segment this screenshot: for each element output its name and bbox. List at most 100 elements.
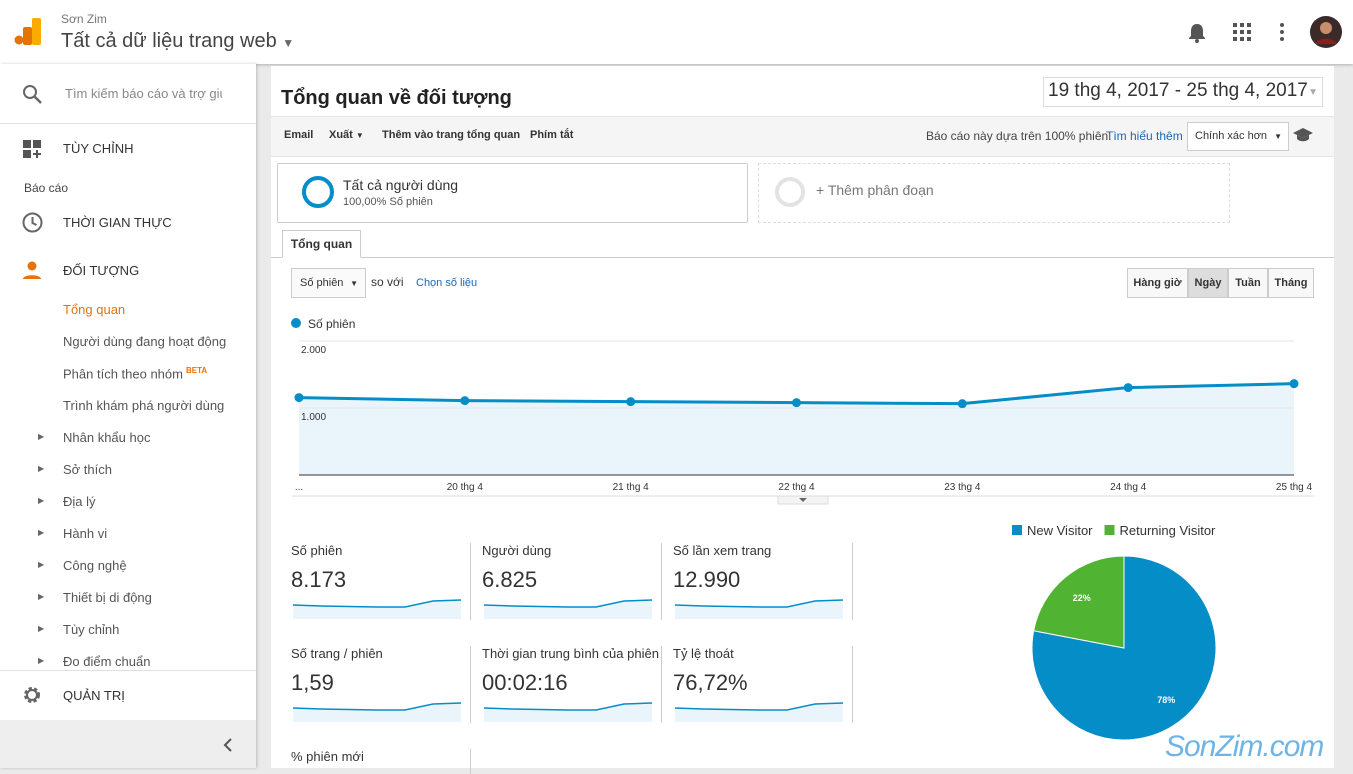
data-point[interactable] xyxy=(1289,379,1299,389)
expand-arrow: ▶ xyxy=(38,464,45,473)
divider xyxy=(0,123,256,124)
toolbar-shortcut[interactable]: Phím tắt xyxy=(530,129,574,141)
nav-item[interactable]: Đo điểm chuẩn xyxy=(63,654,150,669)
precision-select[interactable]: Chính xác hơn ▼ xyxy=(1187,122,1289,151)
logo xyxy=(14,18,41,45)
search-input[interactable]: Tìm kiếm báo cáo và trợ giúp xyxy=(65,86,222,101)
x-tick-label: 25 thg 4 xyxy=(1276,482,1313,493)
expand-arrow: ▶ xyxy=(38,592,45,601)
legend-swatch xyxy=(1012,525,1022,535)
compare-text: so với xyxy=(371,275,404,289)
collapse-bar[interactable] xyxy=(0,720,256,768)
nav-item[interactable]: Phân tích theo nhóm BETA xyxy=(63,366,207,381)
segment-box[interactable] xyxy=(277,163,748,223)
bell-icon[interactable] xyxy=(1187,22,1207,44)
gear-icon xyxy=(24,687,40,703)
nav-item[interactable]: Tổng quan xyxy=(63,302,125,317)
sparkline-area xyxy=(484,600,652,619)
avatar[interactable] xyxy=(1310,16,1342,48)
metric-label: % phiên mới xyxy=(291,749,364,764)
export-text: Xuất xyxy=(329,129,353,141)
apps-icon[interactable] xyxy=(1233,23,1251,41)
metric-value: 76,72% xyxy=(673,670,748,695)
granularity-button[interactable]: Ngày xyxy=(1188,268,1228,298)
more-icon[interactable] xyxy=(1279,23,1285,41)
y-tick-label: 2.000 xyxy=(301,345,326,356)
learn-more[interactable]: Tìm hiểu thêm xyxy=(1106,129,1183,143)
x-tick-label: 20 thg 4 xyxy=(447,482,484,493)
pie-chart: New Visitor Returning Visitor 78% 22% xyxy=(1012,523,1217,741)
toolbar-add-dashboard[interactable]: Thêm vào trang tổng quan xyxy=(382,129,521,141)
nav-item[interactable]: Địa lý xyxy=(63,494,96,509)
data-point[interactable] xyxy=(957,399,967,409)
x-tick-label: ... xyxy=(295,482,303,493)
segment-ring xyxy=(302,176,334,208)
granularity-button[interactable]: Tháng xyxy=(1268,268,1314,298)
metric-label: Tỷ lệ thoát xyxy=(673,646,734,661)
pie-slice[interactable] xyxy=(1033,555,1125,649)
sparkline-line xyxy=(484,702,653,711)
overview-tab[interactable]: Tổng quan xyxy=(282,230,361,258)
data-point[interactable] xyxy=(460,396,470,406)
data-point[interactable] xyxy=(1123,383,1133,393)
sparkline xyxy=(484,702,653,722)
account-name: Sơn Zim xyxy=(61,12,107,26)
cap-icon[interactable] xyxy=(1292,127,1314,143)
nav-item-text: Thiết bị di động xyxy=(63,590,152,605)
area-fill xyxy=(299,383,1294,475)
beta-badge: BETA xyxy=(185,366,208,375)
metric-label: Số trang / phiên xyxy=(291,646,383,661)
nav-item-text: Phân tích theo nhóm xyxy=(63,366,183,382)
data-point[interactable] xyxy=(626,397,636,407)
nav-item-text: Công nghệ xyxy=(63,558,127,573)
nav-item[interactable]: Thiết bị di động xyxy=(63,590,152,605)
nav-item[interactable]: Nhân khẩu học xyxy=(63,430,150,445)
metric-value: 1,59 xyxy=(291,670,334,695)
realtime-link[interactable]: THỜI GIAN THỰC xyxy=(63,215,172,230)
report-title: Tổng quan về đối tượng xyxy=(281,87,512,109)
toolbar-email[interactable]: Email xyxy=(284,129,314,141)
nav-item[interactable]: Sở thích xyxy=(63,462,112,477)
sparkline-area xyxy=(675,600,843,619)
metric-label: Số lần xem trang xyxy=(673,543,772,558)
divider xyxy=(0,670,256,671)
nav-item-text: Tổng quan xyxy=(63,302,126,317)
data-point[interactable] xyxy=(294,393,304,403)
slice-label: 78% xyxy=(1157,695,1175,705)
add-segment-box[interactable] xyxy=(758,163,1230,223)
metric-value: 6.825 xyxy=(482,567,538,592)
expand-arrow: ▶ xyxy=(38,496,45,505)
sparkline-line xyxy=(675,599,844,608)
sidebar xyxy=(0,64,256,768)
granularity-button[interactable]: Hàng giờ xyxy=(1127,268,1188,298)
customize-link[interactable]: TÙY CHỈNH xyxy=(63,141,134,156)
admin-link[interactable]: QUẢN TRỊ xyxy=(63,688,125,703)
property-name[interactable]: Tất cả dữ liệu trang web ▼ xyxy=(61,30,295,52)
header xyxy=(0,0,1353,64)
choose-metric[interactable]: Chọn số liệu xyxy=(416,277,478,289)
date-range[interactable]: 19 thg 4, 2017 - 25 thg 4, 2017 ▼ xyxy=(1043,77,1323,107)
data-point[interactable] xyxy=(792,398,801,408)
nav-item[interactable]: Hành vi xyxy=(63,526,107,541)
nav-item[interactable]: Tùy chỉnh xyxy=(63,622,119,637)
toolbar-export[interactable]: Xuất ▼ xyxy=(329,129,364,141)
add-segment-ring xyxy=(775,177,805,207)
metric-select-text: Số phiên xyxy=(300,277,344,289)
nav-item[interactable]: Người dùng đang hoạt động xyxy=(63,334,226,349)
nav-item[interactable]: Công nghệ xyxy=(63,558,127,573)
watermark: SonZim.com xyxy=(1165,730,1324,763)
line-chart: Số phiên 2.000 1.000... 20 thg 4 21 thg 4 22 … xyxy=(291,317,1314,505)
metric-select[interactable]: Số phiên ▼ xyxy=(291,268,366,298)
audience-link[interactable]: ĐỐI TƯỢNG xyxy=(63,263,140,278)
nav-item-text: Sở thích xyxy=(63,462,112,477)
pie-slice[interactable] xyxy=(1031,555,1217,741)
legend-marker xyxy=(291,318,301,328)
sparkline xyxy=(675,599,844,619)
expand-arrow: ▶ xyxy=(38,560,45,569)
metric-label: Người dùng xyxy=(482,543,552,558)
nav-item-text: Đo điểm chuẩn xyxy=(63,654,151,669)
reports-heading: Báo cáo xyxy=(24,181,69,195)
granularity-button[interactable]: Tuần xyxy=(1228,268,1268,298)
sparkline-line xyxy=(484,599,653,608)
nav-item[interactable]: Trình khám phá người dùng xyxy=(63,398,224,413)
